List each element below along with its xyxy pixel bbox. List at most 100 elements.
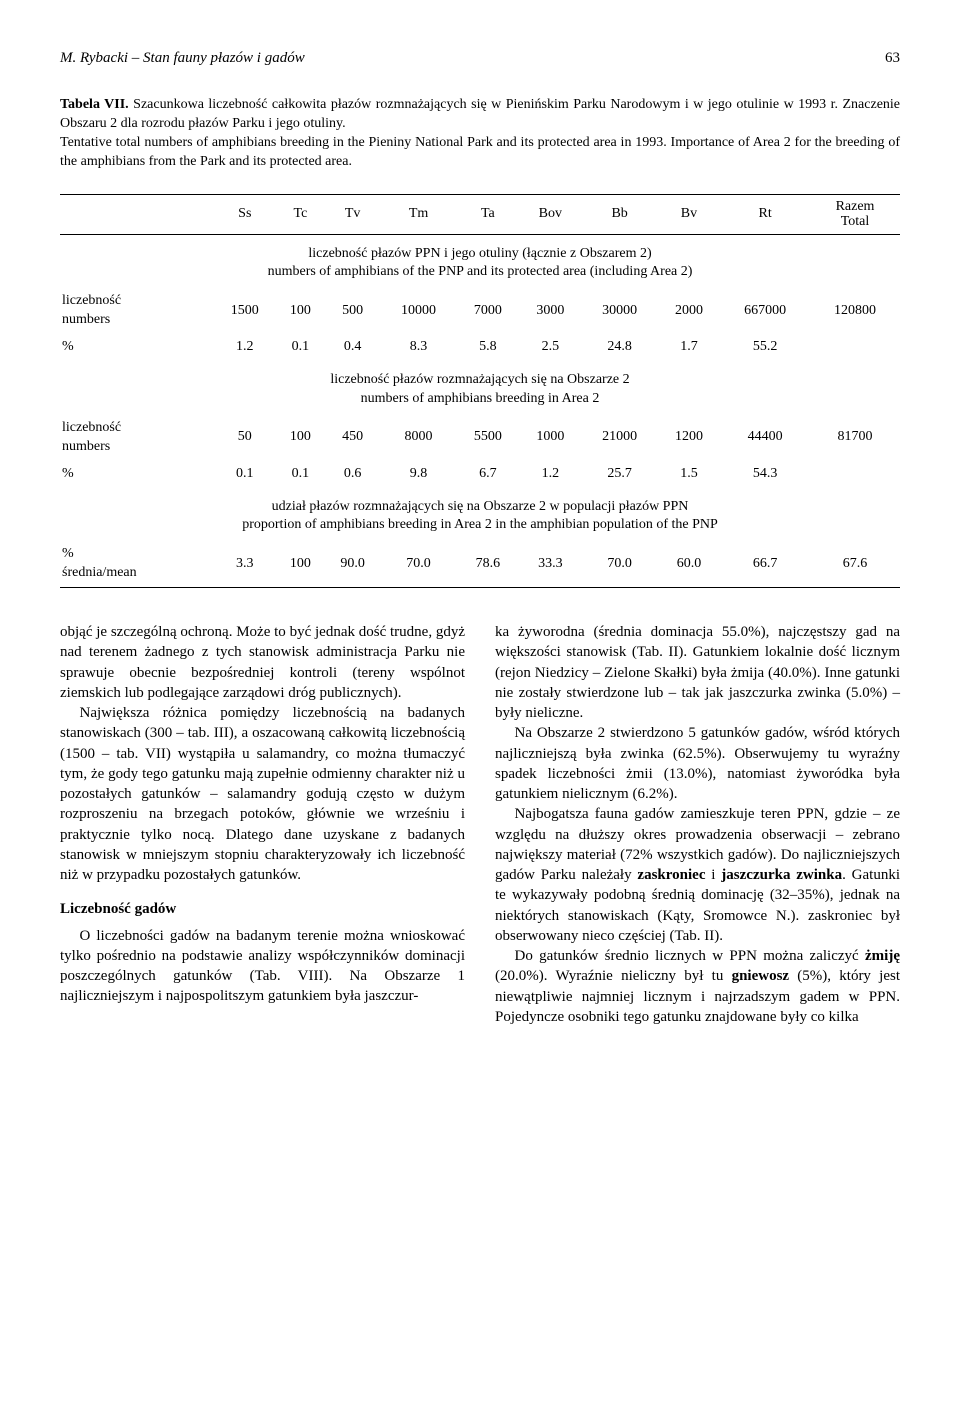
bold-term: zaskroniec — [637, 867, 705, 883]
razem-label: Razem — [836, 199, 875, 214]
col-header: Bv — [658, 194, 720, 234]
col-header: Ss — [214, 194, 276, 234]
caption-polish: Szacunkowa liczebność całkowita płazów r… — [60, 97, 900, 131]
cell: 3.3 — [214, 541, 276, 587]
paragraph: objąć je szczególną ochroną. Może to być… — [60, 622, 465, 703]
cell: 21000 — [582, 415, 658, 461]
cell: 67.6 — [810, 541, 900, 587]
row-label-pl: liczebność — [62, 293, 121, 308]
paragraph: ka żyworodna (średnia dominacja 55.0%), … — [495, 622, 900, 723]
col-header: Bb — [582, 194, 658, 234]
page-number: 63 — [885, 48, 900, 68]
col-header: Tv — [325, 194, 381, 234]
col-header: Bov — [519, 194, 581, 234]
row-label-en: numbers — [62, 312, 110, 327]
cell: 25.7 — [582, 461, 658, 488]
table-caption: Tabela VII. Szacunkowa liczebność całkow… — [60, 96, 900, 172]
col-header: Tm — [380, 194, 456, 234]
cell: 2.5 — [519, 334, 581, 361]
cell: 667000 — [720, 288, 810, 334]
cell: 1.2 — [519, 461, 581, 488]
cell: 54.3 — [720, 461, 810, 488]
cell: 55.2 — [720, 334, 810, 361]
data-table: Ss Tc Tv Tm Ta Bov Bb Bv Rt Razem Total … — [60, 194, 900, 588]
row-label: liczebność numbers — [60, 288, 214, 334]
cell: 1200 — [658, 415, 720, 461]
cell: 0.1 — [276, 461, 325, 488]
row-label-pl: liczebność — [62, 420, 121, 435]
cell: 450 — [325, 415, 381, 461]
cell: 8000 — [380, 415, 456, 461]
cell: 24.8 — [582, 334, 658, 361]
cell: 33.3 — [519, 541, 581, 587]
cell: 1500 — [214, 288, 276, 334]
caption-label: Tabela VII. — [60, 97, 129, 112]
cell: 1.7 — [658, 334, 720, 361]
col-header: Tc — [276, 194, 325, 234]
col-header: Rt — [720, 194, 810, 234]
section-title-pl: udział płazów rozmnażających się na Obsz… — [272, 499, 689, 514]
cell: 1.5 — [658, 461, 720, 488]
cell: 100 — [276, 415, 325, 461]
section-title-en: numbers of amphibians of the PNP and its… — [268, 264, 693, 279]
row-label: liczebność numbers — [60, 415, 214, 461]
cell: 7000 — [457, 288, 519, 334]
section-title-pl: liczebność płazów rozmnażających się na … — [330, 372, 629, 387]
cell: 9.8 — [380, 461, 456, 488]
cell: 78.6 — [457, 541, 519, 587]
cell: 70.0 — [582, 541, 658, 587]
cell: 30000 — [582, 288, 658, 334]
cell: 6.7 — [457, 461, 519, 488]
cell: 10000 — [380, 288, 456, 334]
cell: 1000 — [519, 415, 581, 461]
text-run: i — [705, 867, 721, 883]
cell: 500 — [325, 288, 381, 334]
paragraph: Największa różnica pomiędzy liczebnością… — [60, 703, 465, 885]
running-title: M. Rybacki – Stan fauny płazów i gadów — [60, 50, 305, 66]
text-run: (20.0%). Wyraźnie nieliczny był tu — [495, 968, 732, 984]
cell: 0.1 — [214, 461, 276, 488]
section-title: udział płazów rozmnażających się na Obsz… — [60, 488, 900, 542]
paragraph: Do gatunków średnio licznych w PPN można… — [495, 946, 900, 1027]
cell: 0.4 — [325, 334, 381, 361]
cell: 70.0 — [380, 541, 456, 587]
text-run: Do gatunków średnio licznych w PPN można… — [515, 948, 866, 964]
cell: 90.0 — [325, 541, 381, 587]
bold-term: żmiję — [865, 948, 900, 964]
row-label: % — [60, 334, 214, 361]
cell: 81700 — [810, 415, 900, 461]
row-label: % średnia/mean — [60, 541, 214, 587]
bold-term: gniewosz — [732, 968, 790, 984]
cell — [810, 334, 900, 361]
cell: 0.1 — [276, 334, 325, 361]
subheading: Liczebność gadów — [60, 899, 465, 919]
section-title: liczebność płazów rozmnażających się na … — [60, 361, 900, 415]
cell: 0.6 — [325, 461, 381, 488]
cell: 5500 — [457, 415, 519, 461]
cell: 8.3 — [380, 334, 456, 361]
cell: 1.2 — [214, 334, 276, 361]
cell: 3000 — [519, 288, 581, 334]
header-blank — [60, 194, 214, 234]
paragraph: O liczebności gadów na badanym terenie m… — [60, 926, 465, 1007]
cell: 2000 — [658, 288, 720, 334]
col-header: Ta — [457, 194, 519, 234]
cell: 120800 — [810, 288, 900, 334]
running-header: M. Rybacki – Stan fauny płazów i gadów 6… — [60, 48, 900, 68]
row-label: % — [60, 461, 214, 488]
row-label-pl: % — [62, 546, 74, 561]
cell: 100 — [276, 288, 325, 334]
cell: 100 — [276, 541, 325, 587]
caption-english: Tentative total numbers of amphibians br… — [60, 135, 900, 169]
row-label-en: średnia/mean — [62, 565, 137, 580]
section-title-pl: liczebność płazów PPN i jego otuliny (łą… — [308, 246, 651, 261]
cell: 66.7 — [720, 541, 810, 587]
col-header-total: Razem Total — [810, 194, 900, 234]
paragraph: Na Obszarze 2 stwierdzono 5 gatunków gad… — [495, 723, 900, 804]
row-label-en: numbers — [62, 439, 110, 454]
section-title-en: proportion of amphibians breeding in Are… — [242, 517, 718, 532]
cell: 44400 — [720, 415, 810, 461]
cell: 60.0 — [658, 541, 720, 587]
bold-term: jaszczurka zwinka — [721, 867, 842, 883]
cell: 5.8 — [457, 334, 519, 361]
